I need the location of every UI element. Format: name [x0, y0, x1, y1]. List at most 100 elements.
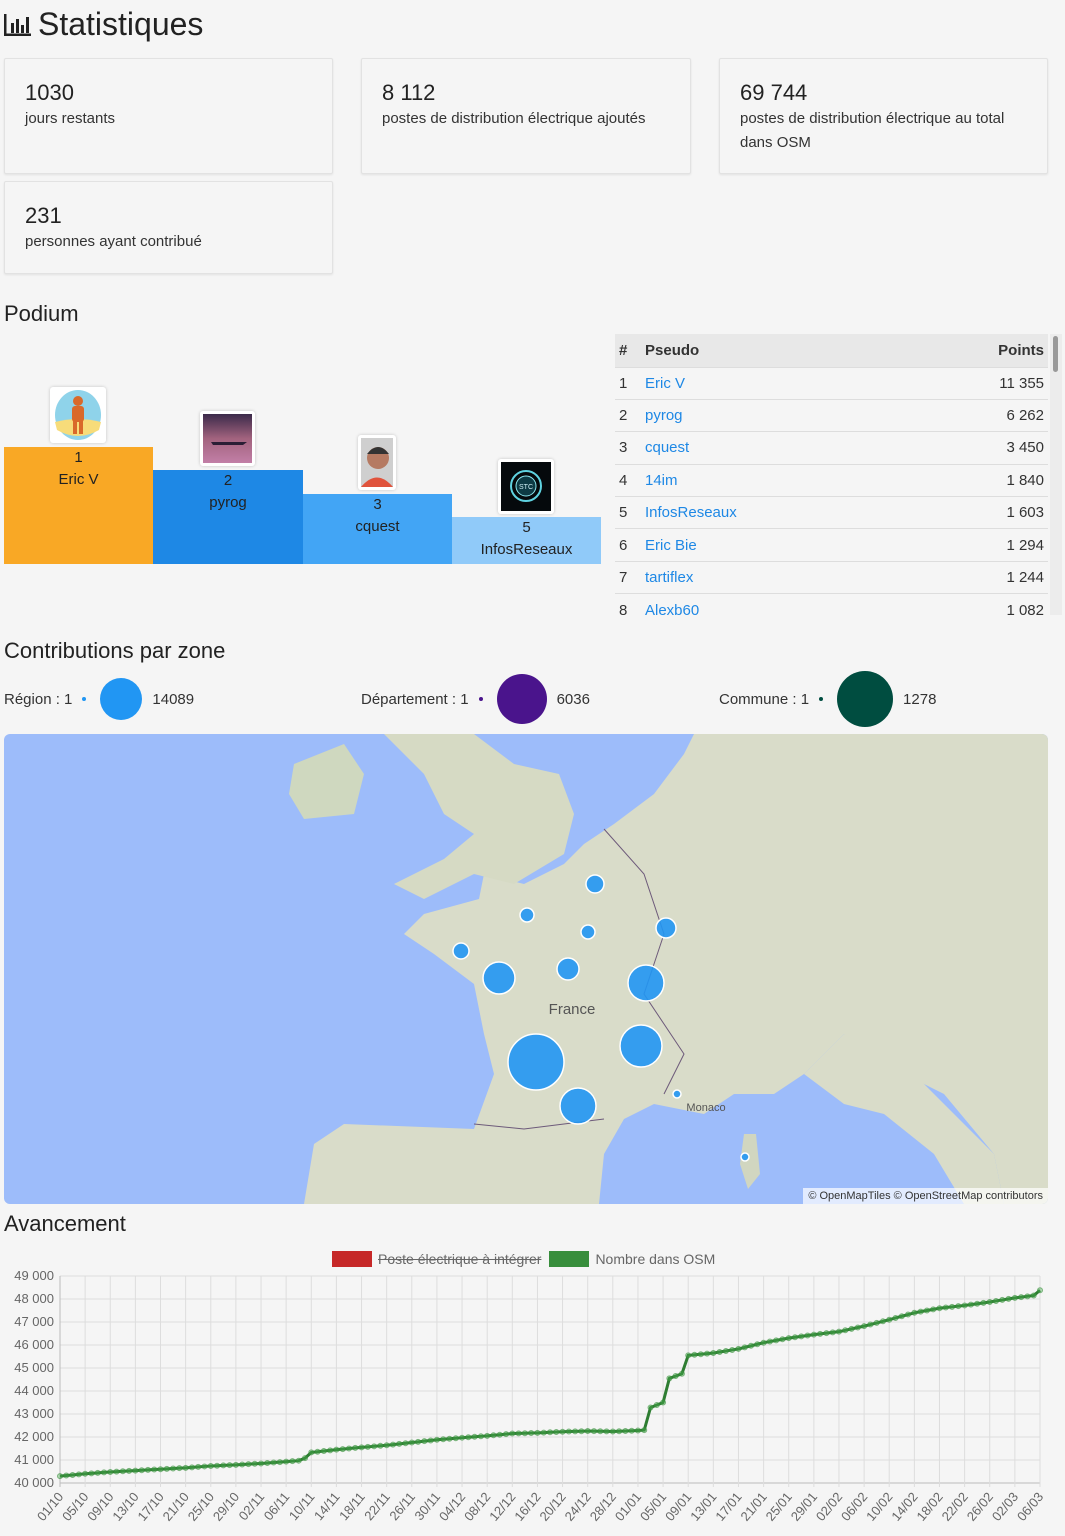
data-point[interactable] [201, 1463, 208, 1470]
data-point[interactable] [484, 1432, 491, 1439]
data-point[interactable] [810, 1331, 817, 1338]
data-point[interactable] [704, 1350, 711, 1357]
data-point[interactable] [898, 1313, 905, 1320]
data-point[interactable] [1011, 1294, 1018, 1301]
data-point[interactable] [672, 1373, 679, 1380]
data-point[interactable] [722, 1347, 729, 1354]
data-point[interactable] [779, 1336, 786, 1343]
data-point[interactable] [879, 1318, 886, 1325]
data-point[interactable] [829, 1329, 836, 1336]
user-link[interactable]: cquest [645, 439, 690, 457]
data-point[interactable] [697, 1351, 704, 1358]
data-point[interactable] [232, 1461, 239, 1468]
map-marker[interactable] [452, 942, 470, 960]
data-point[interactable] [358, 1444, 365, 1451]
user-link[interactable]: 14im [645, 471, 678, 489]
data-point[interactable] [251, 1460, 258, 1467]
data-point[interactable] [408, 1439, 415, 1446]
data-point[interactable] [785, 1335, 792, 1342]
podium-name[interactable]: pyrog [209, 494, 247, 511]
data-point[interactable] [465, 1434, 472, 1441]
data-point[interactable] [477, 1433, 484, 1440]
data-point[interactable] [565, 1428, 572, 1435]
data-point[interactable] [773, 1337, 780, 1344]
data-point[interactable] [427, 1437, 434, 1444]
data-point[interactable] [496, 1431, 503, 1438]
data-point[interactable] [923, 1307, 930, 1314]
data-point[interactable] [597, 1428, 604, 1435]
data-point[interactable] [126, 1467, 133, 1474]
data-point[interactable] [195, 1463, 202, 1470]
data-point[interactable] [320, 1448, 327, 1455]
data-point[interactable] [817, 1330, 824, 1337]
data-point[interactable] [239, 1461, 246, 1468]
data-point[interactable] [107, 1468, 114, 1475]
row-pseudo[interactable]: pyrog [641, 398, 906, 432]
data-point[interactable] [327, 1447, 334, 1454]
map-marker[interactable] [482, 961, 516, 995]
table-row[interactable]: 2 pyrog 6 262 [615, 398, 1048, 432]
data-point[interactable] [911, 1309, 918, 1316]
data-point[interactable] [867, 1321, 874, 1328]
map-marker[interactable] [672, 1089, 682, 1099]
row-pseudo[interactable]: Eric Bie [641, 528, 906, 562]
table-row[interactable]: 8 Alexb60 1 082 [615, 593, 1048, 615]
data-point[interactable] [333, 1446, 340, 1453]
map-marker[interactable] [580, 924, 596, 940]
avatar-eric-v[interactable] [50, 387, 106, 443]
data-point[interactable] [452, 1435, 459, 1442]
data-point[interactable] [415, 1438, 422, 1445]
data-point[interactable] [515, 1430, 522, 1437]
map-marker[interactable] [585, 874, 605, 894]
data-point[interactable] [440, 1436, 447, 1443]
data-point[interactable] [1024, 1293, 1031, 1300]
data-point[interactable] [490, 1432, 497, 1439]
data-point[interactable] [82, 1470, 89, 1477]
data-point[interactable] [685, 1352, 692, 1359]
user-link[interactable]: Alexb60 [645, 601, 700, 615]
data-point[interactable] [917, 1308, 924, 1315]
map-marker[interactable] [507, 1033, 565, 1091]
legend-swatch-green[interactable] [549, 1251, 590, 1267]
data-point[interactable] [760, 1339, 767, 1346]
row-pseudo[interactable]: Alexb60 [641, 593, 906, 615]
data-point[interactable] [691, 1351, 698, 1358]
user-link[interactable]: InfosReseaux [645, 504, 737, 522]
data-point[interactable] [905, 1311, 912, 1318]
data-point[interactable] [446, 1435, 453, 1442]
data-point[interactable] [528, 1430, 535, 1437]
data-point[interactable] [660, 1399, 667, 1406]
data-point[interactable] [100, 1469, 107, 1476]
data-point[interactable] [641, 1427, 648, 1434]
podium-name[interactable]: InfosReseaux [480, 541, 573, 558]
map-marker[interactable] [655, 917, 677, 939]
data-point[interactable] [578, 1428, 585, 1435]
data-point[interactable] [302, 1455, 308, 1462]
data-point[interactable] [735, 1345, 742, 1352]
map-marker[interactable] [619, 1024, 663, 1068]
data-point[interactable] [861, 1323, 868, 1330]
data-point[interactable] [345, 1445, 352, 1452]
data-point[interactable] [157, 1466, 164, 1473]
map-marker[interactable] [559, 1087, 597, 1125]
avatar-infosreseaux[interactable]: STC [498, 459, 554, 514]
data-point[interactable] [503, 1431, 510, 1438]
data-point[interactable] [974, 1300, 981, 1307]
data-point[interactable] [295, 1457, 302, 1464]
data-point[interactable] [647, 1404, 654, 1411]
data-point[interactable] [961, 1302, 968, 1309]
data-point[interactable] [559, 1428, 566, 1435]
data-point[interactable] [163, 1465, 170, 1472]
data-point[interactable] [848, 1325, 855, 1332]
legend-series-osm[interactable]: Nombre dans OSM [595, 1251, 716, 1267]
data-point[interactable] [339, 1446, 346, 1453]
data-point[interactable] [1037, 1287, 1043, 1294]
data-point[interactable] [69, 1471, 76, 1478]
legend-series-to-integrate[interactable]: Poste électrique à intégrer [378, 1251, 542, 1267]
data-point[interactable] [584, 1428, 591, 1435]
data-point[interactable] [220, 1462, 227, 1469]
data-point[interactable] [509, 1430, 516, 1437]
row-pseudo[interactable]: Eric V [641, 366, 906, 400]
data-point[interactable] [678, 1370, 685, 1377]
data-point[interactable] [314, 1448, 321, 1455]
